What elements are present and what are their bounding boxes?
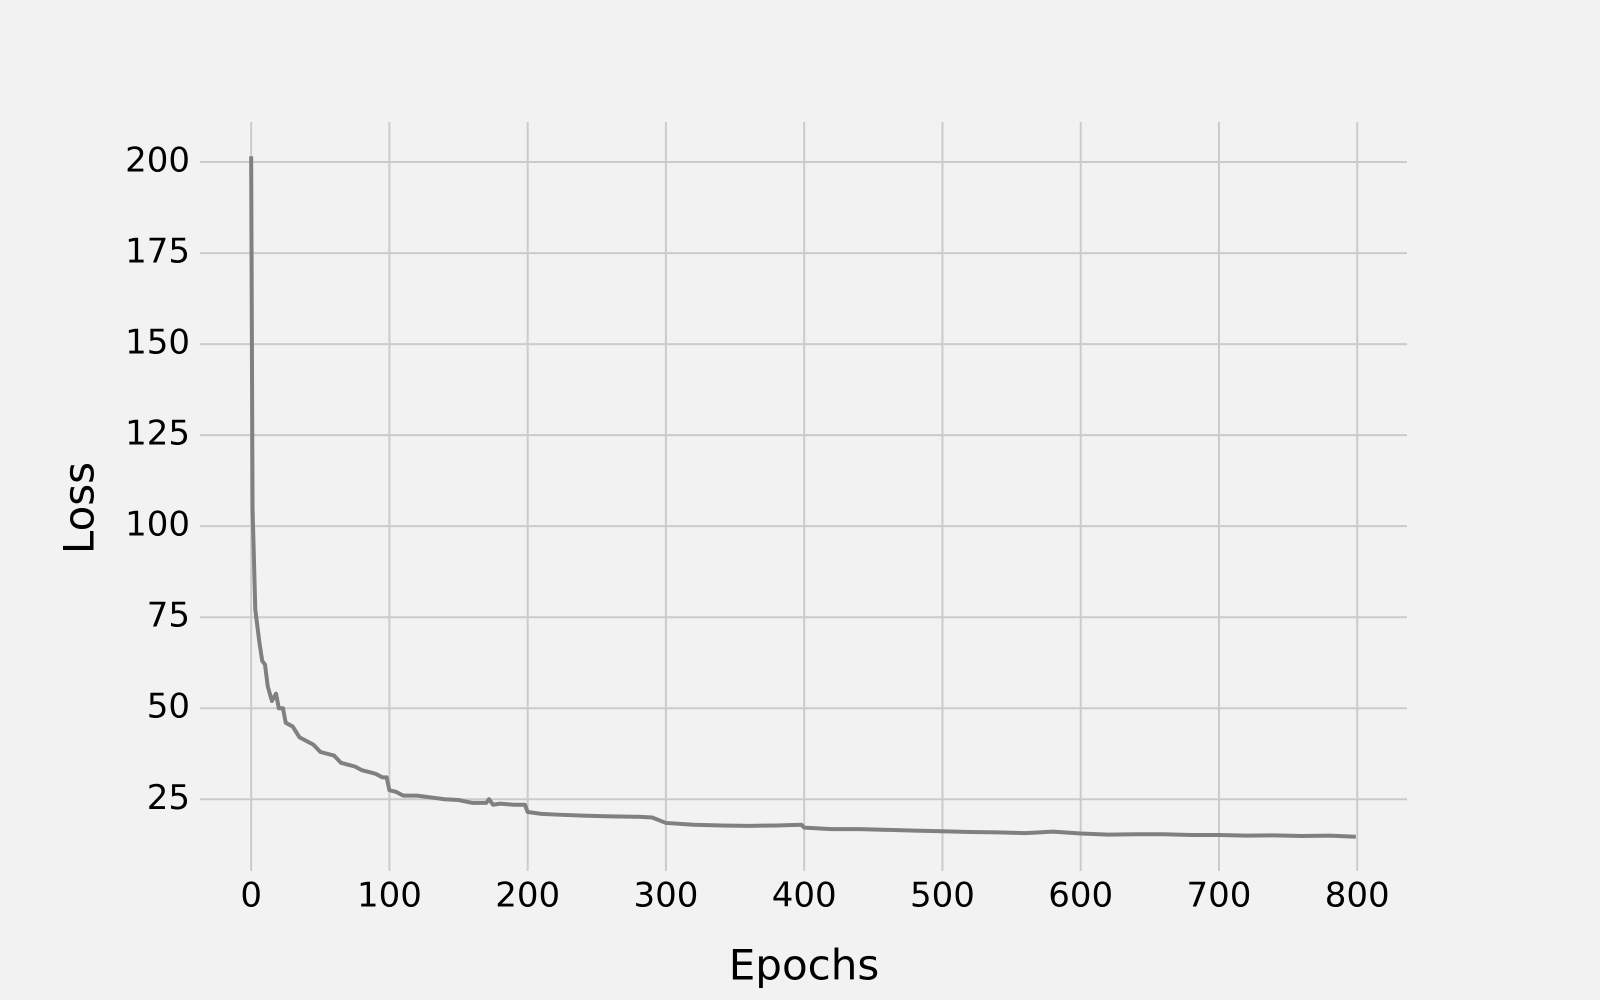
loss-line (249, 156, 1356, 839)
y-tick-label: 75 (147, 596, 190, 636)
y-tick-label: 150 (125, 323, 190, 363)
x-tick-label: 500 (910, 876, 975, 916)
y-tick-label: 125 (125, 414, 190, 454)
y-tick-label: 50 (147, 687, 190, 727)
x-tick-label: 0 (240, 876, 262, 916)
x-tick-label: 300 (633, 876, 698, 916)
y-axis-label: Loss (55, 462, 104, 554)
x-tick-label: 100 (357, 876, 422, 916)
x-tick-label: 800 (1325, 876, 1390, 916)
y-tick-label: 200 (125, 141, 190, 181)
x-tick-label: 400 (772, 876, 837, 916)
x-tick-label: 700 (1187, 876, 1252, 916)
x-tick-label: 200 (495, 876, 560, 916)
y-tick-label: 100 (125, 505, 190, 545)
y-tick-label: 175 (125, 232, 190, 272)
x-axis-label: Epochs (729, 941, 880, 990)
y-tick-label: 25 (147, 778, 190, 818)
x-tick-label: 600 (1048, 876, 1113, 916)
